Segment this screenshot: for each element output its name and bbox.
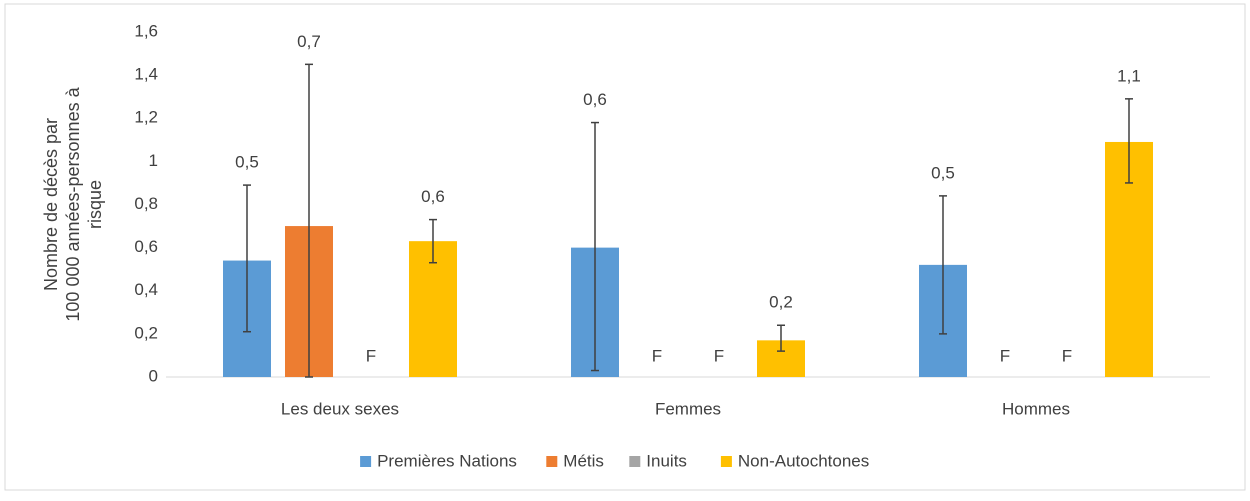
data-label: 0,6	[583, 90, 607, 109]
data-label: F	[714, 346, 724, 365]
y-axis-title: Nombre de décès par	[41, 118, 61, 291]
legend-label: Inuits	[646, 451, 687, 470]
y-tick-label: 0	[149, 366, 158, 385]
data-label: F	[366, 346, 376, 365]
data-label: 0,2	[769, 293, 793, 312]
data-label: 0,5	[235, 153, 259, 172]
bar	[409, 241, 457, 377]
y-tick-label: 0,8	[134, 194, 158, 213]
y-tick-label: 1,4	[134, 65, 158, 84]
y-tick-label: 1	[149, 151, 158, 170]
chart-border	[4, 3, 1246, 491]
data-label: F	[1000, 346, 1010, 365]
y-tick-label: 0,2	[134, 323, 158, 342]
y-tick-label: 0,6	[134, 237, 158, 256]
x-tick-label: Femmes	[655, 399, 721, 418]
data-label: 0,6	[421, 187, 445, 206]
y-tick-label: 1,6	[134, 21, 158, 40]
legend-swatch	[360, 456, 372, 467]
legend-label: Premières Nations	[377, 451, 517, 470]
x-tick-label: Hommes	[1002, 399, 1070, 418]
data-label: 0,5	[931, 163, 955, 182]
legend-label: Métis	[563, 451, 604, 470]
legend-label: Non-Autochtones	[738, 451, 869, 470]
data-label: 0,7	[297, 32, 321, 51]
data-label: 1,1	[1117, 66, 1141, 85]
y-axis-title: 100 000 années-personnes à	[63, 86, 83, 321]
legend-swatch	[546, 456, 558, 467]
legend-swatch	[629, 456, 641, 467]
y-axis-title: risque	[85, 180, 105, 229]
legend-swatch	[720, 456, 732, 467]
y-tick-label: 0,4	[134, 280, 158, 299]
y-tick-label: 1,2	[134, 108, 158, 127]
data-label: F	[652, 346, 662, 365]
x-tick-label: Les deux sexes	[281, 399, 399, 418]
data-label: F	[1062, 346, 1072, 365]
